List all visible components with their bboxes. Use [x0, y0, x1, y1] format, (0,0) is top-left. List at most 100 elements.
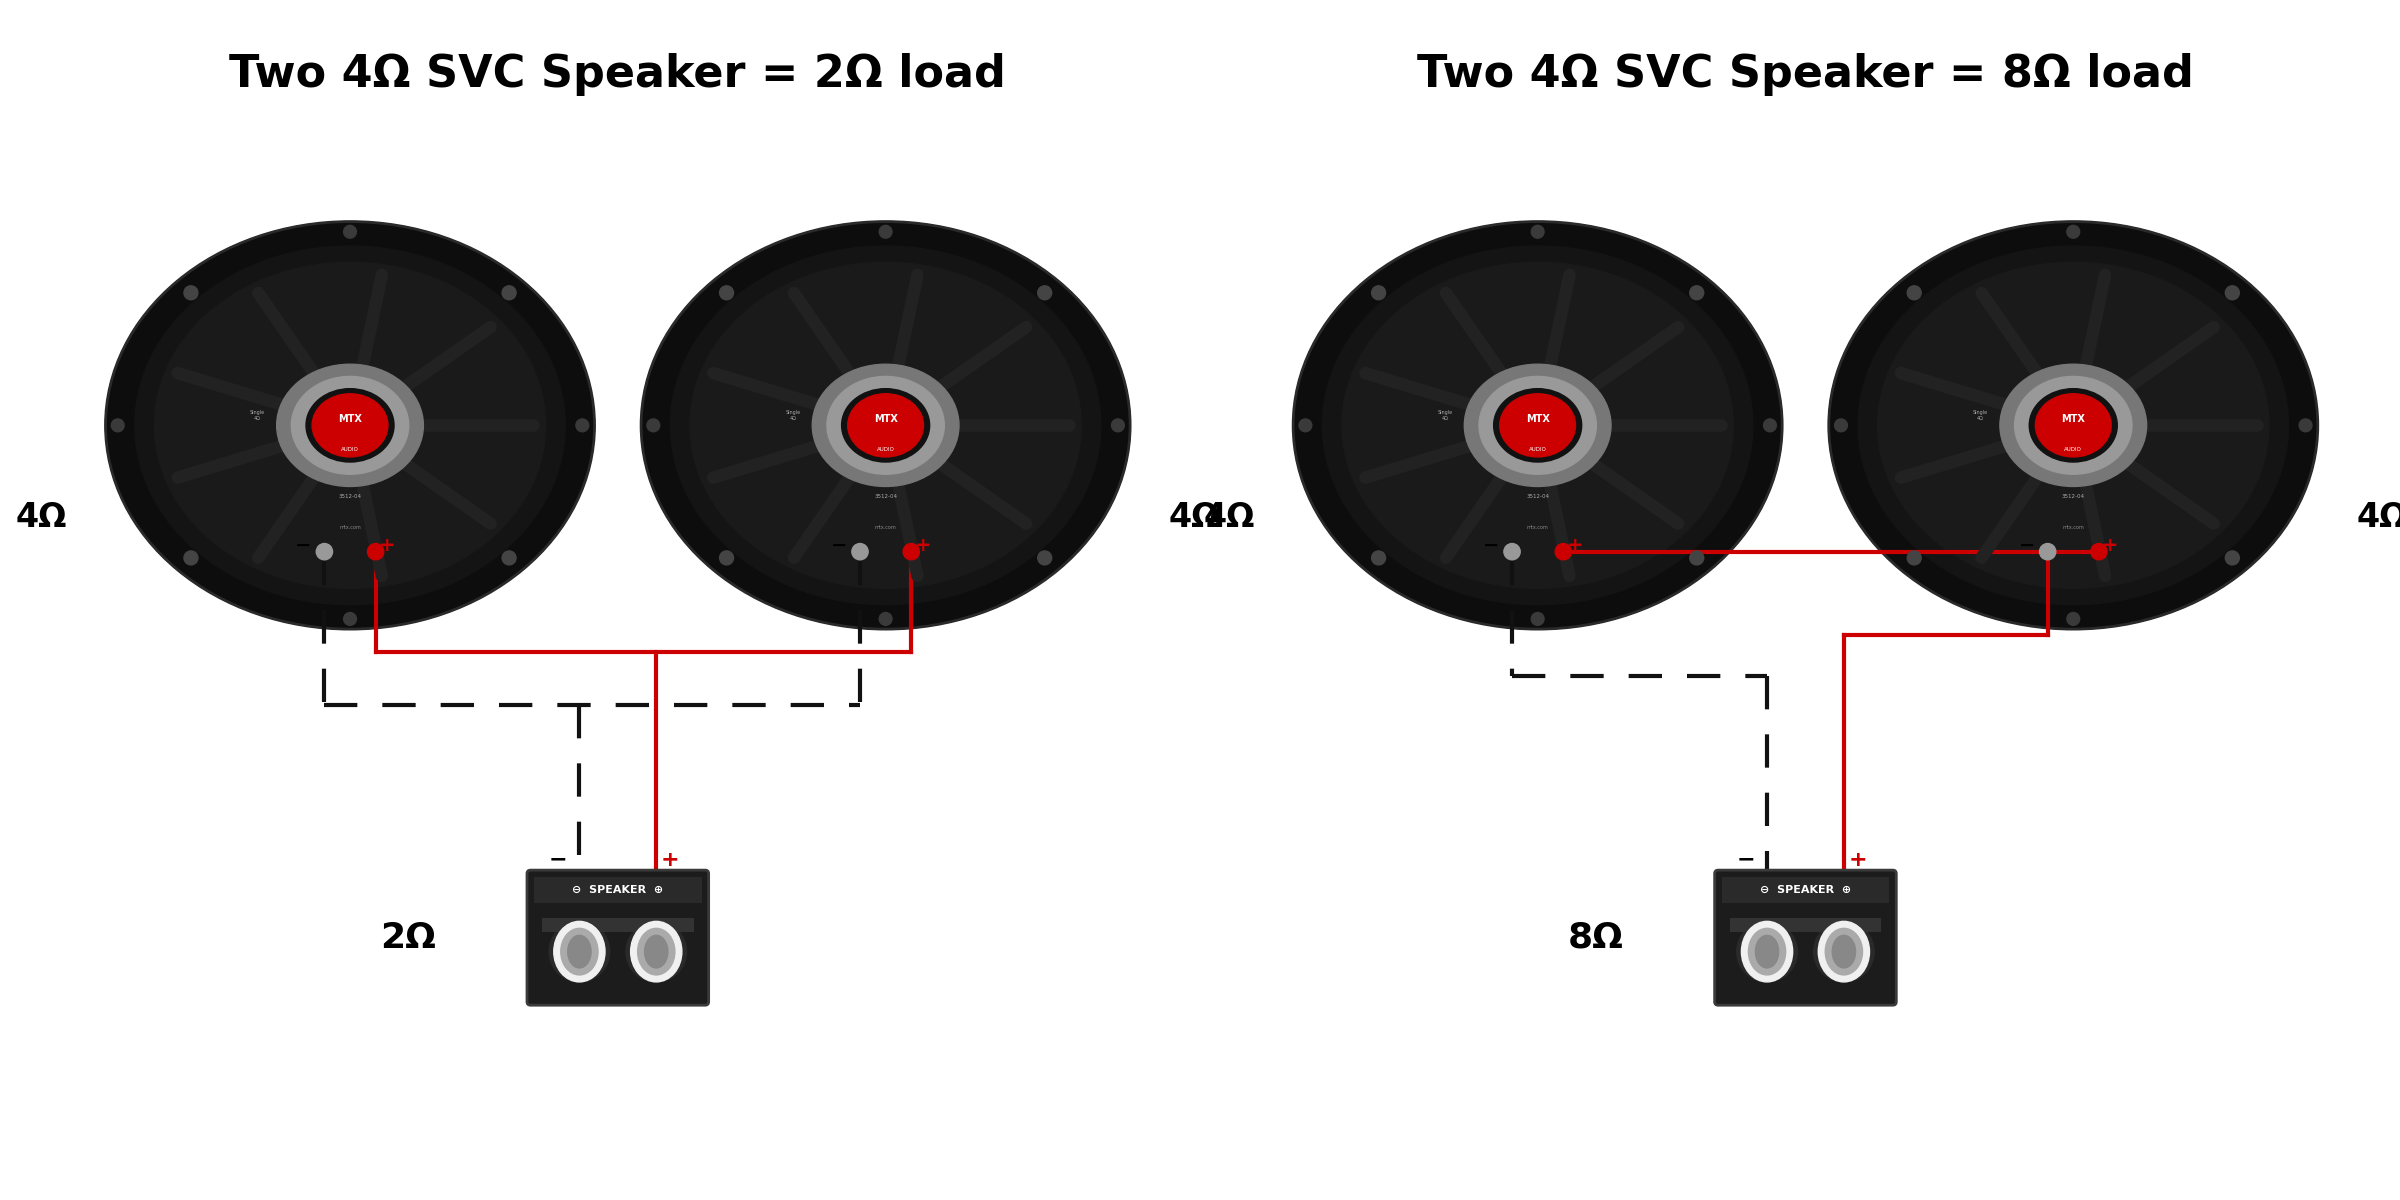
Text: −: − — [830, 536, 847, 556]
Circle shape — [1531, 612, 1543, 625]
Circle shape — [1298, 419, 1313, 432]
Text: 3512-04: 3512-04 — [2062, 494, 2086, 499]
Text: Single
4Ω: Single 4Ω — [1973, 409, 1987, 420]
Ellipse shape — [1500, 394, 1574, 457]
Ellipse shape — [312, 394, 389, 457]
Bar — [533, 877, 701, 902]
Circle shape — [1764, 419, 1776, 432]
Circle shape — [1908, 286, 1920, 300]
Ellipse shape — [1464, 365, 1610, 486]
Ellipse shape — [554, 922, 605, 982]
Circle shape — [1908, 551, 1920, 565]
Circle shape — [317, 544, 334, 560]
Ellipse shape — [1478, 377, 1596, 474]
Ellipse shape — [562, 929, 598, 974]
Text: 2Ω: 2Ω — [379, 920, 437, 955]
Text: 4Ω: 4Ω — [1169, 500, 1219, 534]
Circle shape — [343, 612, 358, 625]
Circle shape — [2040, 544, 2057, 560]
Ellipse shape — [1826, 929, 1862, 974]
Text: ⊖  SPEAKER  ⊕: ⊖ SPEAKER ⊕ — [1759, 884, 1850, 895]
Text: AUDIO: AUDIO — [2064, 448, 2083, 452]
Text: 3512-04: 3512-04 — [1526, 494, 1548, 499]
Circle shape — [367, 544, 384, 560]
Ellipse shape — [569, 935, 590, 968]
Circle shape — [2090, 544, 2107, 560]
Circle shape — [1111, 419, 1123, 432]
Text: 4Ω: 4Ω — [1202, 500, 1255, 534]
Circle shape — [878, 612, 893, 625]
Text: −: − — [550, 850, 569, 870]
Bar — [542, 918, 694, 932]
Circle shape — [1738, 922, 1798, 982]
Ellipse shape — [106, 222, 595, 629]
Ellipse shape — [1750, 929, 1786, 974]
Ellipse shape — [1754, 935, 1778, 968]
Ellipse shape — [828, 377, 943, 474]
Circle shape — [185, 286, 197, 300]
Circle shape — [1834, 419, 1848, 432]
Circle shape — [110, 419, 125, 432]
Text: −: − — [1738, 850, 1754, 870]
Ellipse shape — [276, 365, 422, 486]
Text: +: + — [1848, 850, 1867, 870]
Ellipse shape — [1831, 935, 1855, 968]
Text: −: − — [2018, 536, 2035, 556]
Circle shape — [502, 551, 516, 565]
Ellipse shape — [691, 263, 1082, 588]
Ellipse shape — [646, 935, 667, 968]
Circle shape — [902, 544, 919, 560]
Text: 4Ω: 4Ω — [17, 500, 67, 534]
Circle shape — [2066, 612, 2081, 625]
Text: MTX: MTX — [338, 414, 362, 425]
Circle shape — [1555, 544, 1572, 560]
Text: −: − — [295, 536, 312, 556]
Text: mtx.com: mtx.com — [338, 524, 360, 529]
Text: −: − — [1483, 536, 1500, 556]
Ellipse shape — [811, 365, 960, 486]
Text: Single
4Ω: Single 4Ω — [250, 409, 264, 420]
Ellipse shape — [154, 263, 545, 588]
Circle shape — [1814, 922, 1874, 982]
Circle shape — [852, 544, 869, 560]
Ellipse shape — [1493, 389, 1582, 462]
Text: +: + — [1567, 536, 1584, 556]
Ellipse shape — [631, 922, 682, 982]
FancyBboxPatch shape — [528, 870, 708, 1006]
Ellipse shape — [638, 929, 674, 974]
Ellipse shape — [1742, 922, 1793, 982]
Text: 8Ω: 8Ω — [1567, 920, 1625, 955]
Text: +: + — [660, 850, 679, 870]
Text: AUDIO: AUDIO — [341, 448, 360, 452]
Ellipse shape — [847, 394, 924, 457]
Circle shape — [648, 419, 660, 432]
Text: mtx.com: mtx.com — [874, 524, 898, 529]
Text: mtx.com: mtx.com — [2062, 524, 2083, 529]
Text: 4Ω: 4Ω — [2357, 500, 2400, 534]
Ellipse shape — [2014, 377, 2131, 474]
Bar — [1721, 877, 1889, 902]
Ellipse shape — [1877, 263, 2268, 588]
Circle shape — [502, 286, 516, 300]
Ellipse shape — [307, 389, 394, 462]
Circle shape — [550, 922, 610, 982]
Ellipse shape — [1322, 246, 1752, 605]
Ellipse shape — [1999, 365, 2146, 486]
Text: +: + — [914, 536, 931, 556]
Text: Two 4Ω SVC Speaker = 8Ω load: Two 4Ω SVC Speaker = 8Ω load — [1416, 53, 2194, 96]
Ellipse shape — [2030, 389, 2117, 462]
Ellipse shape — [2035, 394, 2112, 457]
Text: MTX: MTX — [2062, 414, 2086, 425]
Circle shape — [576, 419, 588, 432]
Circle shape — [2225, 551, 2239, 565]
Text: MTX: MTX — [874, 414, 898, 425]
Bar — [1730, 918, 1882, 932]
Text: Two 4Ω SVC Speaker = 2Ω load: Two 4Ω SVC Speaker = 2Ω load — [230, 53, 1006, 96]
Text: MTX: MTX — [1526, 414, 1550, 425]
Circle shape — [720, 286, 734, 300]
Ellipse shape — [842, 389, 929, 462]
Circle shape — [2225, 286, 2239, 300]
Ellipse shape — [1294, 222, 1783, 629]
Circle shape — [2066, 226, 2081, 238]
Text: mtx.com: mtx.com — [1526, 524, 1548, 529]
